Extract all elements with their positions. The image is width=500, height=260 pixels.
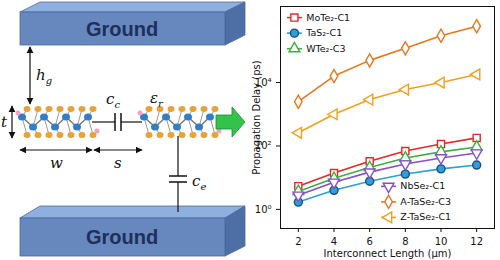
svg-text:10⁰: 10⁰ [255,204,272,215]
svg-text:Z-TaSe₂-C1: Z-TaSe₂-C1 [400,211,451,222]
svg-text:Propagation Delay (ps): Propagation Delay (ps) [251,60,262,174]
svg-text:εr: εr [150,89,164,109]
svg-text:s: s [114,154,122,172]
svg-text:10: 10 [435,236,448,247]
svg-text:12: 12 [470,236,483,247]
svg-text:10⁴: 10⁴ [254,76,272,88]
svg-text:NbSe₂-C1: NbSe₂-C1 [400,180,445,191]
svg-text:TaS₂-C1: TaS₂-C1 [305,27,342,38]
svg-text:hg: hg [36,66,52,86]
svg-text:4: 4 [331,236,337,247]
svg-text:6: 6 [366,236,372,247]
svg-text:10²: 10² [254,140,272,152]
svg-text:Ground: Ground [86,18,158,40]
svg-text:A-TaSe₂-C3: A-TaSe₂-C3 [400,196,451,207]
svg-text:cc: cc [106,90,120,110]
svg-text:Ground: Ground [86,226,158,248]
svg-text:MoTe₂-C1: MoTe₂-C1 [306,12,350,23]
svg-text:w: w [50,154,63,172]
svg-text:ce: ce [192,172,206,192]
svg-text:t: t [1,113,8,131]
svg-text:2: 2 [295,236,301,247]
svg-text:8: 8 [402,236,408,247]
svg-text:WTe₂-C3: WTe₂-C3 [306,43,345,54]
svg-text:Interconnect Length (µm): Interconnect Length (µm) [324,248,452,259]
